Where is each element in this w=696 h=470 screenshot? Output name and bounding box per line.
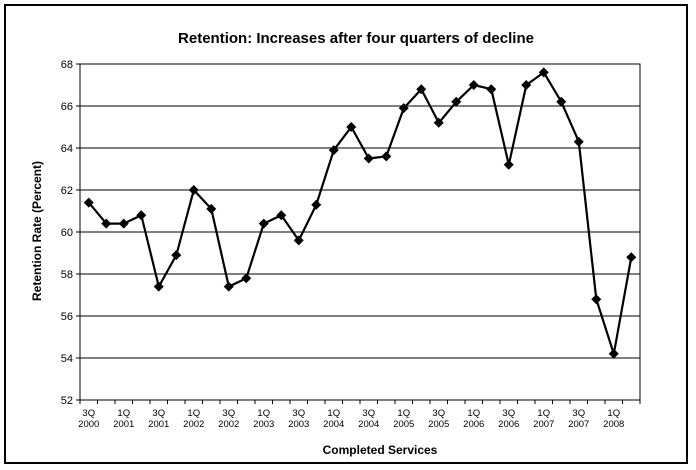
x-tick-label-year: 2004 xyxy=(358,419,379,430)
x-tick-label-quarter: 1Q xyxy=(117,408,130,419)
data-point-marker xyxy=(311,199,322,210)
data-point-marker xyxy=(556,96,567,107)
x-tick-label-quarter: 3Q xyxy=(362,408,375,419)
data-point-marker xyxy=(101,218,112,229)
x-tick-label-year: 2001 xyxy=(148,419,169,430)
data-point-marker xyxy=(626,252,637,263)
data-point-marker xyxy=(381,151,392,162)
x-tick-label-quarter: 3Q xyxy=(82,408,95,419)
x-tick-label-year: 2006 xyxy=(463,419,484,430)
x-tick-label-quarter: 1Q xyxy=(607,408,620,419)
data-point-marker xyxy=(153,281,164,292)
x-tick-label-quarter: 1Q xyxy=(537,408,550,419)
y-tick-label: 60 xyxy=(61,227,73,239)
x-axis-title: Completed Services xyxy=(323,443,438,457)
data-point-marker xyxy=(136,210,147,221)
x-tick-label-year: 2007 xyxy=(568,419,589,430)
data-point-marker xyxy=(328,145,339,156)
x-tick-label-quarter: 1Q xyxy=(187,408,200,419)
x-tick-label-quarter: 1Q xyxy=(327,408,340,419)
x-tick-label-year: 2006 xyxy=(498,419,519,430)
x-tick-label-quarter: 3Q xyxy=(152,408,165,419)
data-point-marker xyxy=(276,210,287,221)
y-tick-label: 52 xyxy=(61,395,73,407)
y-axis-ticks: 52 54 56 58 60 62 64 66 68 xyxy=(61,59,80,407)
x-axis-ticks: 3Q20001Q20013Q20011Q20023Q20021Q20033Q20… xyxy=(78,400,641,430)
data-point-marker xyxy=(503,159,514,170)
gridlines xyxy=(80,63,640,401)
x-tick-label-quarter: 3Q xyxy=(432,408,445,419)
data-point-marker xyxy=(591,294,602,305)
series-markers xyxy=(83,67,637,359)
x-tick-label-year: 2005 xyxy=(428,419,449,430)
data-point-marker xyxy=(188,185,199,195)
y-tick-label: 54 xyxy=(61,353,73,365)
x-tick-label-quarter: 1Q xyxy=(257,408,270,419)
data-point-marker xyxy=(451,96,462,107)
data-point-marker xyxy=(416,84,427,95)
data-point-marker xyxy=(83,197,94,208)
y-tick-label: 64 xyxy=(61,143,73,155)
x-tick-label-quarter: 3Q xyxy=(572,408,585,419)
data-point-marker xyxy=(293,235,304,246)
y-tick-label: 62 xyxy=(61,185,73,197)
x-tick-label-year: 2003 xyxy=(288,419,309,430)
x-tick-label-year: 2007 xyxy=(533,419,554,430)
x-tick-label-quarter: 1Q xyxy=(467,408,480,419)
x-tick-label-year: 2004 xyxy=(323,419,344,430)
x-tick-label-quarter: 1Q xyxy=(397,408,410,419)
data-point-marker xyxy=(573,136,584,147)
data-point-marker xyxy=(206,203,217,214)
y-tick-label: 56 xyxy=(61,311,73,323)
data-point-marker xyxy=(346,122,357,132)
y-axis-title: Retention Rate (Percent) xyxy=(30,161,44,301)
data-point-marker xyxy=(223,281,234,292)
chart-frame xyxy=(4,4,688,464)
x-tick-label-year: 2000 xyxy=(78,419,99,430)
x-tick-label-year: 2002 xyxy=(218,419,239,430)
data-point-marker xyxy=(486,84,497,95)
data-point-marker xyxy=(398,103,409,114)
y-tick-label: 58 xyxy=(61,269,73,281)
data-point-marker xyxy=(521,80,532,90)
data-point-marker xyxy=(468,80,479,90)
data-point-marker xyxy=(241,273,252,284)
data-point-marker xyxy=(608,348,619,359)
data-point-marker xyxy=(258,218,269,229)
series-line xyxy=(87,71,633,355)
y-tick-label: 68 xyxy=(61,59,73,71)
data-point-marker xyxy=(538,67,549,78)
x-tick-label-quarter: 3Q xyxy=(502,408,515,419)
x-tick-label-quarter: 3Q xyxy=(222,408,235,419)
chart-title: Retention: Increases after four quarters… xyxy=(178,30,534,47)
x-tick-label-year: 2008 xyxy=(603,419,624,430)
data-point-marker xyxy=(363,153,374,164)
data-point-marker xyxy=(171,250,182,261)
x-tick-label-quarter: 3Q xyxy=(292,408,305,419)
x-tick-label-year: 2005 xyxy=(393,419,414,430)
data-point-marker xyxy=(118,218,129,229)
y-tick-label: 66 xyxy=(61,101,73,113)
data-point-marker xyxy=(433,117,444,128)
x-tick-label-year: 2003 xyxy=(253,419,274,430)
x-tick-label-year: 2002 xyxy=(183,419,204,430)
x-tick-label-year: 2001 xyxy=(113,419,134,430)
